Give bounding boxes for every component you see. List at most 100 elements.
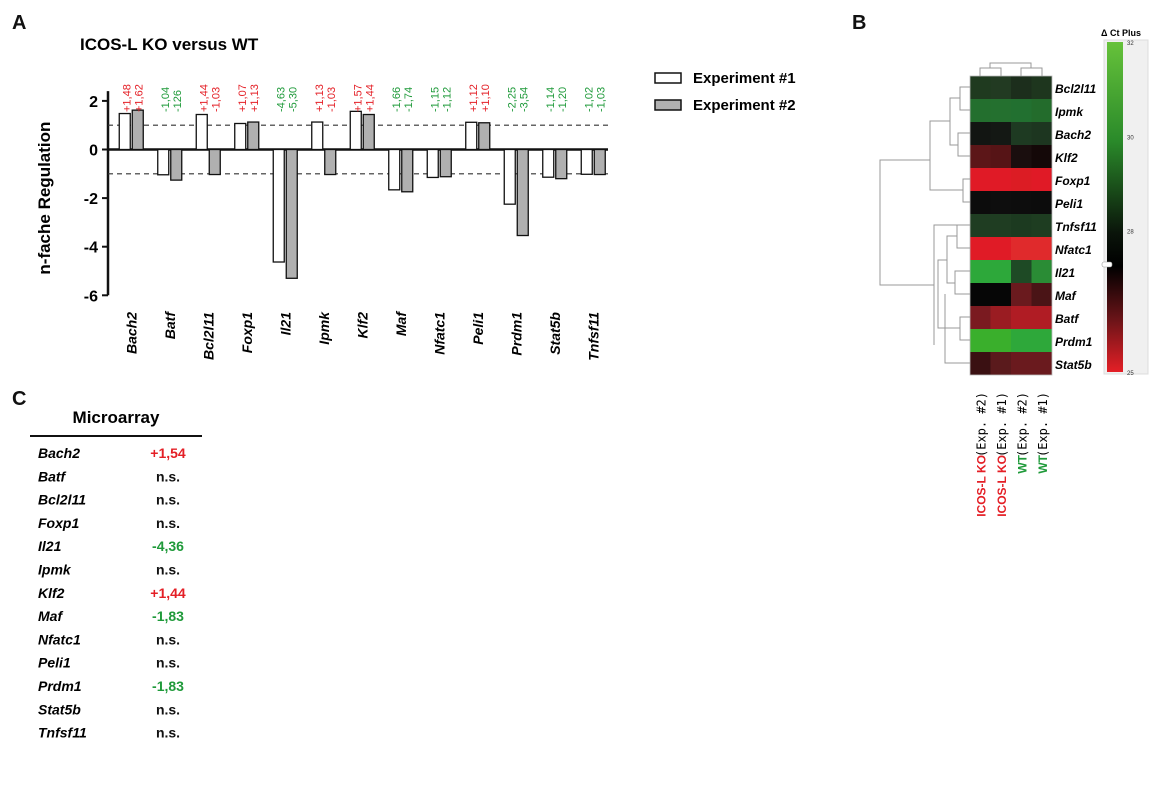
heatmap-cell bbox=[1031, 99, 1052, 122]
data-label: -1,20 bbox=[557, 87, 569, 112]
table-row-gene: Maf bbox=[38, 608, 63, 624]
heatmap-cell bbox=[970, 214, 991, 237]
data-label: +1,62 bbox=[133, 84, 145, 112]
panel-c-letter: C bbox=[12, 388, 27, 410]
heatmap-cell bbox=[1031, 122, 1052, 145]
data-label: +1,44 bbox=[364, 84, 376, 112]
data-label: -1,12 bbox=[441, 87, 453, 112]
heatmap-cell bbox=[990, 214, 1011, 237]
x-tick-label-ipmk: Ipmk bbox=[316, 311, 332, 345]
data-label: -4,63 bbox=[275, 87, 287, 112]
data-label: +1,13 bbox=[314, 84, 326, 112]
row-label-foxp1: Foxp1 bbox=[1055, 174, 1091, 188]
bar-bcl2l11-exp1 bbox=[195, 113, 208, 151]
heatmap-cell bbox=[1031, 260, 1052, 283]
heatmap-cell bbox=[990, 76, 1011, 99]
bar-il21-exp2 bbox=[285, 148, 298, 279]
table-row-value: n.s. bbox=[156, 701, 180, 717]
table-row-gene: Bcl2l11 bbox=[38, 492, 86, 508]
table-row-gene: Prdm1 bbox=[38, 678, 82, 694]
heatmap-cell bbox=[990, 237, 1011, 260]
x-tick-label-stat5b: Stat5b bbox=[547, 312, 563, 355]
data-label: +1,07 bbox=[237, 84, 249, 112]
table-header: Microarray bbox=[73, 408, 160, 427]
heatmap-cell bbox=[990, 260, 1011, 283]
y-axis-label: n-fache Regulation bbox=[35, 122, 54, 275]
row-label-maf: Maf bbox=[1055, 289, 1077, 303]
table-row-gene: Bach2 bbox=[38, 445, 80, 461]
bar-bach2-exp1 bbox=[118, 112, 131, 151]
x-tick-label-maf: Maf bbox=[393, 311, 409, 336]
x-tick-label-peli1: Peli1 bbox=[470, 312, 486, 345]
x-tick-label-il21: Il21 bbox=[277, 312, 293, 336]
heatmap-cell bbox=[970, 191, 991, 214]
column-exp-label: (Exp. #1) bbox=[1036, 392, 1050, 457]
bar-prdm1-exp1 bbox=[503, 148, 516, 205]
heatmap-cell bbox=[1031, 329, 1052, 352]
table-row-value: n.s. bbox=[156, 492, 180, 508]
data-label: +1,13 bbox=[249, 84, 261, 112]
data-label: -1,15 bbox=[429, 87, 441, 112]
bar-prdm1-exp2 bbox=[516, 148, 529, 237]
data-label: -2,25 bbox=[506, 87, 518, 112]
y-tick-label: 0 bbox=[89, 143, 98, 160]
row-label-stat5b: Stat5b bbox=[1055, 358, 1092, 372]
data-label: +1,44 bbox=[198, 84, 210, 112]
bar-il21-exp1 bbox=[272, 148, 285, 263]
heatmap-cell bbox=[1011, 283, 1032, 306]
table-row-value: -1,83 bbox=[152, 608, 184, 624]
data-label: -1,02 bbox=[583, 87, 595, 112]
colorbar-marker bbox=[1101, 261, 1113, 268]
x-tick-label-bach2: Bach2 bbox=[123, 312, 139, 354]
data-label: -1,66 bbox=[391, 87, 403, 112]
row-label-tnfsf11: Tnfsf11 bbox=[1055, 220, 1097, 234]
colorbar-tick-label: 32 bbox=[1127, 41, 1134, 47]
table-row-gene: Il21 bbox=[38, 538, 62, 554]
legend-swatch-2 bbox=[654, 99, 682, 111]
heatmap-cell bbox=[970, 260, 991, 283]
bar-bcl2l11-exp2 bbox=[208, 148, 221, 176]
heatmap-cell bbox=[970, 352, 991, 375]
row-label-il21: Il21 bbox=[1055, 266, 1075, 280]
bar-ipmk-exp1 bbox=[311, 121, 324, 151]
bar-chart: ICOS-L KO versus WT 2 0 -2 -4 -6 n-fache Regul… bbox=[35, 35, 796, 361]
row-label-batf: Batf bbox=[1055, 312, 1079, 326]
heatmap-cell bbox=[1011, 260, 1032, 283]
data-label: -1,74 bbox=[403, 87, 415, 112]
column-group-label: ICOS-L KO bbox=[974, 455, 988, 517]
column-exp-label: (Exp. #2) bbox=[1015, 392, 1029, 457]
heatmap-cell bbox=[990, 145, 1011, 168]
heatmap-cell bbox=[970, 237, 991, 260]
heatmap-cell bbox=[1031, 76, 1052, 99]
data-label: -1,03 bbox=[210, 87, 222, 112]
heatmap-cell bbox=[1011, 99, 1032, 122]
x-tick-label-batf: Batf bbox=[162, 311, 178, 340]
bar-nfatc1-exp1 bbox=[426, 148, 439, 179]
row-label-bcl2l11: Bcl2l11 bbox=[1055, 82, 1096, 96]
heatmap-cell bbox=[990, 99, 1011, 122]
x-tick-label-prdm1: Prdm1 bbox=[508, 312, 524, 356]
heatmap-cell bbox=[1011, 329, 1032, 352]
table-row-value: -1,83 bbox=[152, 678, 184, 694]
heatmap-cell bbox=[970, 168, 991, 191]
data-label: -1,14 bbox=[545, 87, 557, 112]
heatmap-cell bbox=[990, 168, 1011, 191]
legend-label-1: Experiment #1 bbox=[693, 70, 796, 87]
bar-peli1-exp1 bbox=[465, 121, 478, 151]
data-label: -1,04 bbox=[160, 87, 172, 112]
table-row-gene: Ipmk bbox=[38, 562, 72, 578]
heatmap-cell bbox=[970, 76, 991, 99]
heatmap-cell bbox=[1031, 237, 1052, 260]
heatmap-cell bbox=[970, 122, 991, 145]
heatmap-cell bbox=[1031, 145, 1052, 168]
x-tick-label-tnfsf11: Tnfsf11 bbox=[585, 312, 601, 361]
heatmap-cell bbox=[970, 145, 991, 168]
heatmap-cell bbox=[970, 283, 991, 306]
table-row-gene: Klf2 bbox=[38, 585, 65, 601]
heatmap-cell bbox=[1011, 76, 1032, 99]
data-label: -126 bbox=[172, 90, 184, 112]
row-label-prdm1: Prdm1 bbox=[1055, 335, 1093, 349]
table-row-value: n.s. bbox=[156, 515, 180, 531]
panel-b-letter: B bbox=[852, 12, 867, 34]
bar-klf2-exp1 bbox=[349, 110, 362, 151]
